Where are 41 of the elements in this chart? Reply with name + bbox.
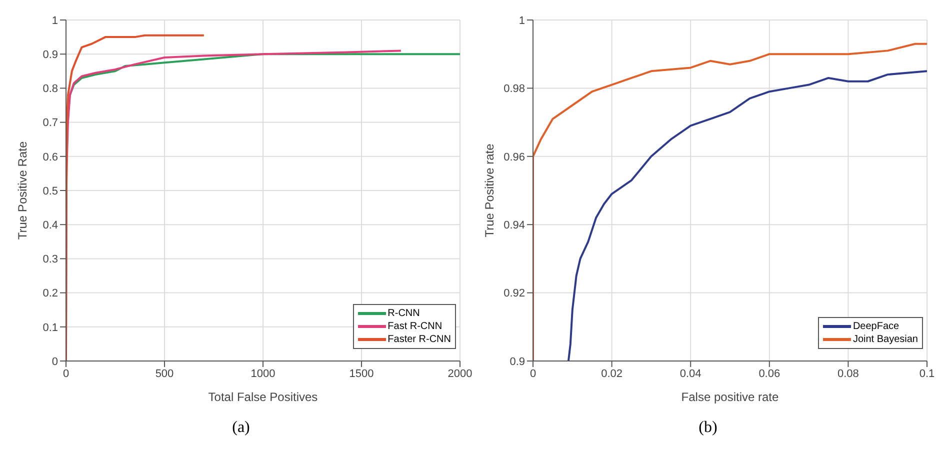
legend-label: Faster R-CNN [388, 333, 451, 346]
legend-label: R-CNN [388, 307, 420, 320]
x-tick-label: 0.02 [601, 368, 623, 380]
legend-label: Fast R-CNN [388, 320, 442, 333]
y-tick-label: 0.1 [42, 322, 58, 334]
x-axis-title: False positive rate [681, 390, 780, 404]
text: (a) [231, 419, 251, 437]
y-tick-label: 0.98 [504, 83, 525, 96]
text: (b) [698, 419, 718, 437]
y-tick-label: 0.5 [42, 185, 58, 198]
y-tick-label: 0 [52, 356, 58, 368]
x-tick-label: 0.04 [680, 368, 702, 380]
line-series [66, 34, 205, 361]
y-tick-label: 1 [52, 14, 58, 27]
y-tick-label: 0.4 [42, 220, 58, 232]
line-series [567, 70, 927, 361]
x-tick-label: 0 [62, 368, 70, 380]
x-tick-label: 1500 [349, 368, 374, 380]
legend-label: DeepFace [852, 320, 900, 333]
y-tick-label: 0.7 [42, 117, 58, 130]
legend-label: Joint Bayesian [852, 333, 918, 346]
x-tick-label: 1000 [250, 368, 276, 380]
x-tick-label: 0 [530, 368, 536, 380]
y-tick-label: 0.8 [42, 83, 58, 96]
x-tick-label: 0.08 [837, 368, 859, 380]
y-tick-label: 0.94 [504, 220, 525, 232]
x-tick-label: 0.06 [758, 368, 780, 380]
y-axis-title: True Positive Rate [15, 141, 30, 240]
y-tick-label: 0.9 [510, 356, 525, 368]
y-tick-label: 0.3 [42, 254, 58, 266]
x-tick-label: 500 [155, 368, 174, 380]
y-tick-label: 0.2 [42, 288, 58, 300]
y-tick-label: 0.92 [504, 288, 525, 300]
x-tick-label: 0.1 [919, 368, 935, 380]
x-axis-title: Total False Positives [208, 390, 318, 404]
y-tick-label: 0.96 [504, 151, 525, 164]
y-axis-title: True Positive rate [482, 143, 496, 238]
x-tick-label: 2000 [448, 368, 472, 380]
y-tick-label: 0.9 [42, 49, 58, 62]
y-tick-label: 0.6 [42, 151, 58, 164]
y-tick-label: 1 [518, 14, 525, 27]
